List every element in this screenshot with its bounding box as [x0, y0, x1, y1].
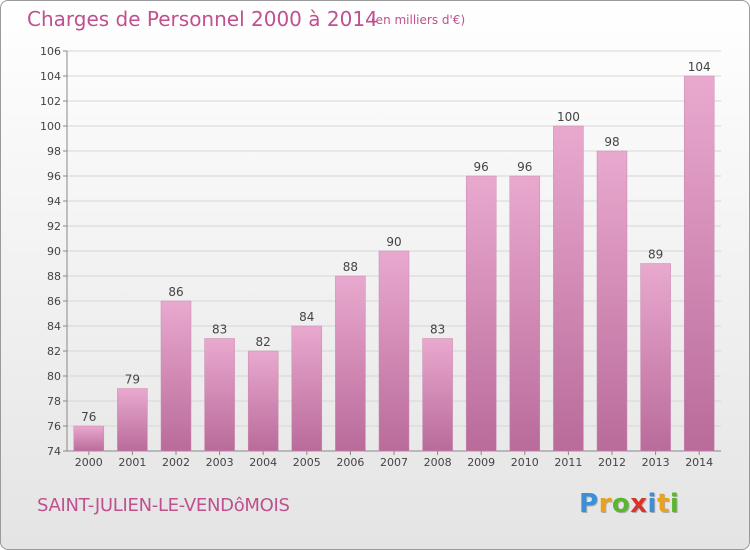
x-tick-label: 2001	[118, 456, 146, 469]
logo-letter: r	[598, 489, 612, 519]
x-tick-label: 2006	[336, 456, 364, 469]
bar-2010	[509, 175, 541, 452]
bar-2001	[117, 388, 148, 452]
y-tick-label: 92	[47, 220, 61, 233]
y-tick-label: 78	[47, 395, 61, 408]
bar-2000	[73, 425, 105, 452]
x-tick-label: 2011	[554, 456, 582, 469]
bars	[73, 75, 715, 452]
y-tick-label: 76	[47, 420, 61, 433]
data-label-2005: 84	[299, 310, 314, 324]
logo-letter: o	[611, 489, 631, 519]
y-tick-label: 102	[40, 95, 61, 108]
y-tick-label: 80	[47, 370, 61, 383]
x-tick-label: 2002	[162, 456, 190, 469]
x-tick-label: 2000	[75, 456, 103, 469]
data-label-2012: 98	[604, 135, 619, 149]
chart-subtitle: (en milliers d'€)	[371, 13, 466, 27]
logo-letter: t	[656, 489, 670, 519]
x-tick-label: 2009	[467, 456, 495, 469]
logo-letter: i	[647, 489, 657, 519]
data-label-2013: 89	[648, 248, 663, 262]
place-name: SAINT-JULIEN-LE-VENDôMOIS	[37, 495, 290, 516]
x-tick-label: 2008	[424, 456, 452, 469]
bar-2005	[291, 325, 323, 452]
bar-2002	[160, 300, 192, 452]
bar-2006	[335, 275, 366, 452]
bar-2011	[553, 125, 584, 452]
y-tick-label: 74	[47, 445, 61, 458]
data-label-2000: 76	[81, 410, 96, 424]
y-tick-label: 104	[40, 70, 61, 83]
data-label-2003: 83	[212, 323, 227, 337]
x-tick-label: 2010	[511, 456, 539, 469]
y-tick-label: 82	[47, 345, 61, 358]
bar-2004	[247, 350, 279, 452]
y-tick-label: 84	[47, 320, 61, 333]
y-tick-label: 106	[40, 45, 61, 58]
data-label-2001: 79	[125, 373, 140, 387]
data-label-2011: 100	[557, 110, 580, 124]
data-label-2002: 86	[168, 285, 183, 299]
data-label-2008: 83	[430, 323, 445, 337]
data-label-2009: 96	[474, 160, 489, 174]
y-tick-label: 100	[40, 120, 61, 133]
x-tick-label: 2003	[206, 456, 234, 469]
y-tick-label: 88	[47, 270, 61, 283]
bar-2008	[422, 338, 453, 452]
data-label-2006: 88	[343, 260, 358, 274]
data-label-2014: 104	[688, 60, 711, 74]
bar-2009	[465, 175, 497, 452]
y-tick-label: 86	[47, 295, 61, 308]
data-labels: 76 79 86 83 82 84 88 90 83 96 96 100 98 89 104	[81, 60, 710, 424]
data-label-2010: 96	[517, 160, 532, 174]
x-tick-label: 2012	[598, 456, 626, 469]
x-tick-label: 2005	[293, 456, 321, 469]
logo-letter: x	[630, 489, 648, 519]
x-tick-label: 2013	[642, 456, 670, 469]
x-tick-label: 2004	[249, 456, 277, 469]
bar-2014	[683, 75, 715, 452]
y-tick-label: 94	[47, 195, 61, 208]
data-label-2007: 90	[386, 235, 401, 249]
data-label-2004: 82	[256, 335, 271, 349]
bar-2007	[378, 250, 410, 452]
logo-letter: P	[579, 489, 599, 519]
y-tick-label: 98	[47, 145, 61, 158]
chart-title: Charges de Personnel 2000 à 2014	[27, 7, 378, 31]
bar-2013	[640, 263, 671, 452]
x-tick-label: 2014	[685, 456, 713, 469]
bar-2012	[596, 150, 628, 452]
y-tick-label: 90	[47, 245, 61, 258]
logo-letter: i	[669, 489, 680, 519]
proxiti-logo: Proxiti	[579, 489, 679, 519]
x-tick-label: 2007	[380, 456, 408, 469]
bar-2003	[204, 338, 235, 452]
y-tick-label: 96	[47, 170, 61, 183]
